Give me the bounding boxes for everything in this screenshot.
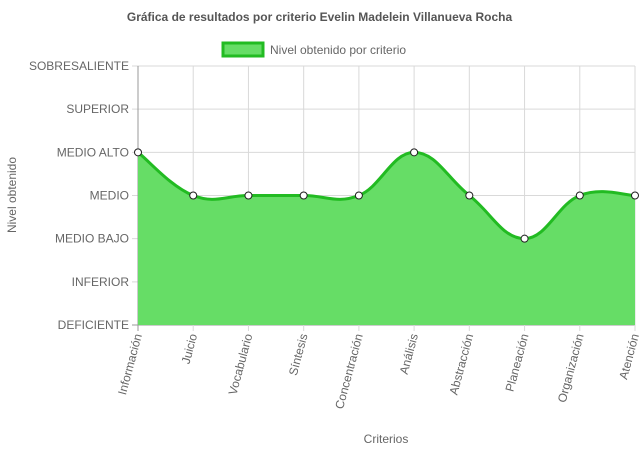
data-point[interactable] <box>299 191 308 200</box>
data-point[interactable] <box>631 191 639 200</box>
y-tick-label: MEDIO ALTO <box>57 145 129 159</box>
plot-area <box>134 148 639 325</box>
data-point[interactable] <box>244 191 253 200</box>
x-tick-label: Información <box>115 332 145 396</box>
legend[interactable]: Nivel obtenido por criterio <box>221 41 406 58</box>
y-axis-ticks: DEFICIENTE INFERIOR MEDIO BAJO MEDIO MEDIO A… <box>29 59 129 332</box>
y-tick-label: DEFICIENTE <box>58 318 129 332</box>
data-point[interactable] <box>465 191 474 200</box>
x-tick-label: Abstracción <box>446 332 476 396</box>
series-area <box>138 152 635 325</box>
x-tick-label: Atención <box>616 332 639 381</box>
legend-label: Nivel obtenido por criterio <box>270 43 406 57</box>
data-point[interactable] <box>134 148 142 157</box>
series-line <box>137 150 636 241</box>
data-point[interactable] <box>520 234 529 243</box>
data-point[interactable] <box>410 148 419 157</box>
x-tick-label: Síntesis <box>286 332 311 377</box>
data-point[interactable] <box>189 191 198 200</box>
y-axis-title: Nivel obtenido <box>5 157 19 233</box>
data-point[interactable] <box>354 191 363 200</box>
y-tick-label: INFERIOR <box>72 275 130 289</box>
y-tick-label: SUPERIOR <box>66 102 129 116</box>
x-tick-label: Concentración <box>332 332 366 410</box>
x-tick-label: Planeación <box>503 332 532 393</box>
y-tick-label: MEDIO <box>90 189 129 203</box>
x-tick-label: Juicio <box>179 332 201 366</box>
y-tick-label: SOBRESALIENTE <box>29 59 129 73</box>
x-tick-label: Análisis <box>397 332 421 376</box>
data-point[interactable] <box>575 191 584 200</box>
x-axis-title: Criterios <box>364 432 409 446</box>
legend-swatch <box>221 41 265 58</box>
x-tick-label: Organización <box>555 332 587 404</box>
x-axis-ticks: Información Juicio Vocabulario Síntesis Conc… <box>115 332 639 411</box>
x-tick-label: Vocabulario <box>226 332 256 397</box>
y-tick-label: MEDIO BAJO <box>55 232 129 246</box>
chart-title: Gráfica de resultados por criterio Eveli… <box>127 10 513 24</box>
